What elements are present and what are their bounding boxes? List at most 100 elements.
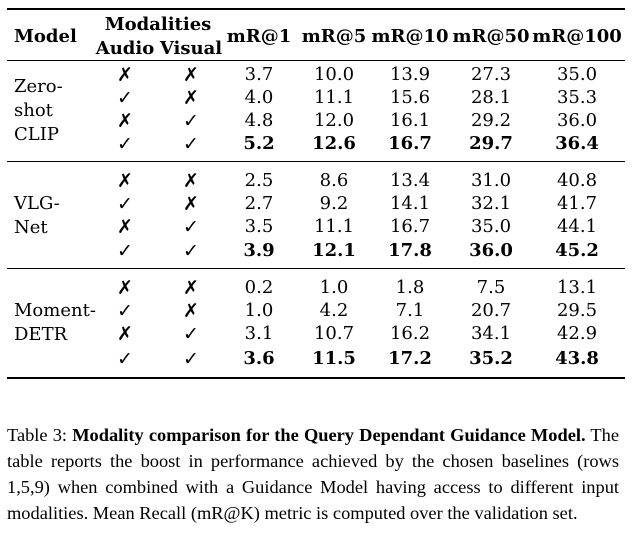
group-rule	[7, 268, 625, 269]
visual-mark: ✓	[183, 216, 199, 238]
header-modalities: Modalities	[104, 14, 212, 35]
audio-mark: ✓	[117, 133, 133, 155]
value-cell: 1.0	[244, 300, 274, 321]
header-metric: mR@5	[301, 26, 367, 47]
visual-mark: ✗	[183, 87, 199, 109]
value-cell: 34.1	[470, 323, 512, 344]
header-metric: mR@1	[226, 26, 292, 47]
header-metric: mR@100	[532, 26, 622, 47]
visual-mark: ✗	[183, 170, 199, 192]
value-cell: 16.1	[389, 110, 431, 131]
value-cell: 7.5	[476, 277, 506, 298]
value-cell: 13.1	[556, 277, 598, 298]
caption-title: Modality comparison for the Query Depend…	[72, 425, 586, 446]
visual-mark: ✗	[183, 193, 199, 215]
value-cell-best: 17.2	[388, 348, 432, 369]
caption-label: Table 3:	[7, 425, 68, 446]
audio-mark: ✓	[117, 300, 133, 322]
visual-mark: ✗	[183, 64, 199, 86]
value-cell: 3.5	[244, 216, 274, 237]
value-cell: 4.8	[244, 110, 274, 131]
value-cell: 16.2	[389, 323, 431, 344]
audio-mark: ✓	[117, 348, 133, 370]
model-name: shot	[14, 100, 53, 121]
audio-mark: ✗	[117, 216, 133, 238]
value-cell-best: 36.0	[469, 240, 513, 261]
value-cell: 44.1	[556, 216, 598, 237]
header-model: Model	[14, 26, 77, 47]
value-cell-best: 17.8	[388, 240, 432, 261]
value-cell: 16.7	[389, 216, 431, 237]
value-cell: 28.1	[470, 87, 512, 108]
model-name: CLIP	[14, 124, 59, 145]
value-cell: 42.9	[556, 323, 598, 344]
value-cell: 3.1	[244, 323, 274, 344]
value-cell: 29.5	[556, 300, 598, 321]
value-cell: 31.0	[470, 170, 512, 191]
value-cell: 10.7	[313, 323, 355, 344]
value-cell: 15.6	[389, 87, 431, 108]
value-cell: 1.8	[395, 277, 425, 298]
value-cell: 35.0	[470, 216, 512, 237]
value-cell: 13.4	[389, 170, 431, 191]
value-cell: 2.7	[244, 193, 274, 214]
group-rule	[7, 161, 625, 162]
top-rule	[7, 8, 625, 10]
model-name: DETR	[14, 324, 68, 345]
audio-mark: ✗	[117, 170, 133, 192]
value-cell-best: 11.5	[312, 348, 356, 369]
value-cell-best: 12.6	[312, 133, 356, 154]
audio-mark: ✓	[117, 87, 133, 109]
value-cell: 4.2	[319, 300, 349, 321]
value-cell: 10.0	[313, 64, 355, 85]
value-cell: 4.0	[244, 87, 274, 108]
value-cell: 0.2	[244, 277, 274, 298]
bottom-rule	[7, 377, 625, 379]
header-rule	[7, 60, 625, 61]
visual-mark: ✓	[183, 240, 199, 262]
value-cell-best: 16.7	[388, 133, 432, 154]
value-cell: 29.2	[470, 110, 512, 131]
value-cell-best: 29.7	[469, 133, 513, 154]
value-cell: 7.1	[395, 300, 425, 321]
visual-mark: ✗	[183, 300, 199, 322]
header-audio: Audio	[95, 38, 155, 59]
value-cell: 35.0	[556, 64, 598, 85]
caption-body: The table reports the boost in performan…	[7, 425, 619, 524]
value-cell: 32.1	[470, 193, 512, 214]
value-cell-best: 3.9	[243, 240, 275, 261]
value-cell: 9.2	[319, 193, 349, 214]
value-cell: 1.0	[319, 277, 349, 298]
value-cell-best: 12.1	[312, 240, 356, 261]
audio-mark: ✗	[117, 64, 133, 86]
value-cell: 12.0	[313, 110, 355, 131]
value-cell-best: 43.8	[555, 348, 599, 369]
value-cell-best: 35.2	[469, 348, 513, 369]
value-cell: 13.9	[389, 64, 431, 85]
visual-mark: ✓	[183, 348, 199, 370]
value-cell: 11.1	[313, 87, 355, 108]
value-cell: 11.1	[313, 216, 355, 237]
value-cell: 8.6	[319, 170, 349, 191]
header-metric: mR@10	[371, 26, 449, 47]
model-name: Moment-	[14, 300, 96, 321]
audio-mark: ✗	[117, 277, 133, 299]
value-cell-best: 36.4	[555, 133, 599, 154]
visual-mark: ✓	[183, 323, 199, 345]
value-cell-best: 45.2	[555, 240, 599, 261]
value-cell: 36.0	[556, 110, 598, 131]
value-cell: 35.3	[556, 87, 598, 108]
value-cell: 41.7	[556, 193, 598, 214]
model-name: Net	[14, 217, 48, 238]
audio-mark: ✓	[117, 240, 133, 262]
visual-mark: ✓	[183, 110, 199, 132]
header-metric: mR@50	[452, 26, 530, 47]
value-cell: 14.1	[389, 193, 431, 214]
model-name: Zero-	[14, 76, 63, 97]
audio-mark: ✗	[117, 110, 133, 132]
value-cell: 20.7	[470, 300, 512, 321]
audio-mark: ✓	[117, 193, 133, 215]
value-cell-best: 5.2	[243, 133, 275, 154]
table-caption: Table 3: Modality comparison for the Que…	[7, 422, 619, 526]
visual-mark: ✓	[183, 133, 199, 155]
